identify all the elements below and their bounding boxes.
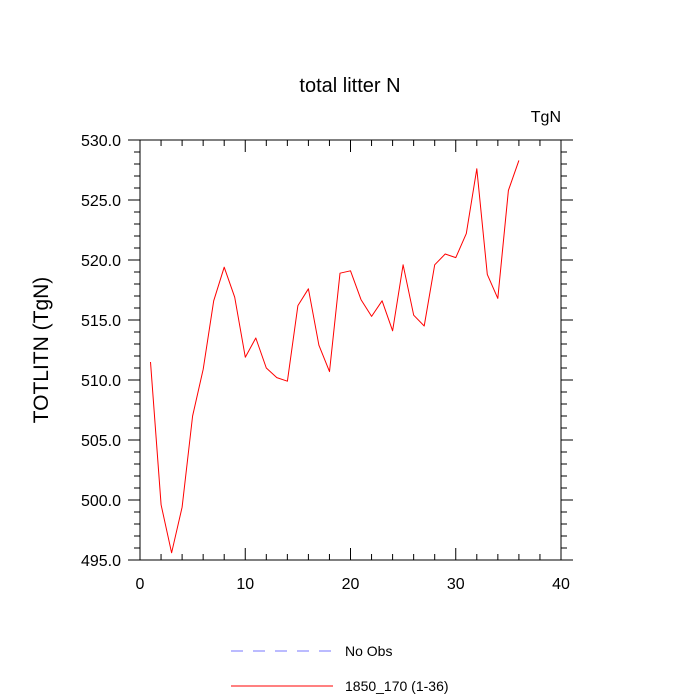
legend: No Obs 1850_170 (1-36) — [231, 643, 449, 694]
legend-label: 1850_170 (1-36) — [345, 678, 449, 694]
x-tick-label: 40 — [552, 576, 570, 593]
x-tick-label: 30 — [447, 576, 465, 593]
data-series — [150, 160, 520, 554]
x-tick-label: 10 — [236, 576, 254, 593]
x-tick-label: 0 — [136, 576, 145, 593]
y-tick-label: 530.0 — [81, 133, 121, 150]
y-tick-label: 515.0 — [81, 313, 121, 330]
units-label: TgN — [531, 109, 561, 126]
tick-labels: 0 10 20 30 40 495.0 500.0 505.0 510.0 515.0 520.0 5… — [81, 133, 570, 593]
axis-ticks — [128, 139, 573, 561]
y-tick-label: 500.0 — [81, 493, 121, 510]
series-line — [150, 160, 520, 554]
plot-frame — [139, 139, 562, 561]
y-tick-label: 510.0 — [81, 373, 121, 390]
y-axis-label: TOTLITN (TgN) — [30, 277, 53, 424]
y-tick-label: 505.0 — [81, 433, 121, 450]
y-tick-label: 495.0 — [81, 553, 121, 570]
y-tick-label: 520.0 — [81, 253, 121, 270]
x-tick-label: 20 — [342, 576, 360, 593]
chart-title: total litter N — [299, 75, 400, 97]
y-tick-label: 525.0 — [81, 193, 121, 210]
legend-label: No Obs — [345, 643, 392, 659]
